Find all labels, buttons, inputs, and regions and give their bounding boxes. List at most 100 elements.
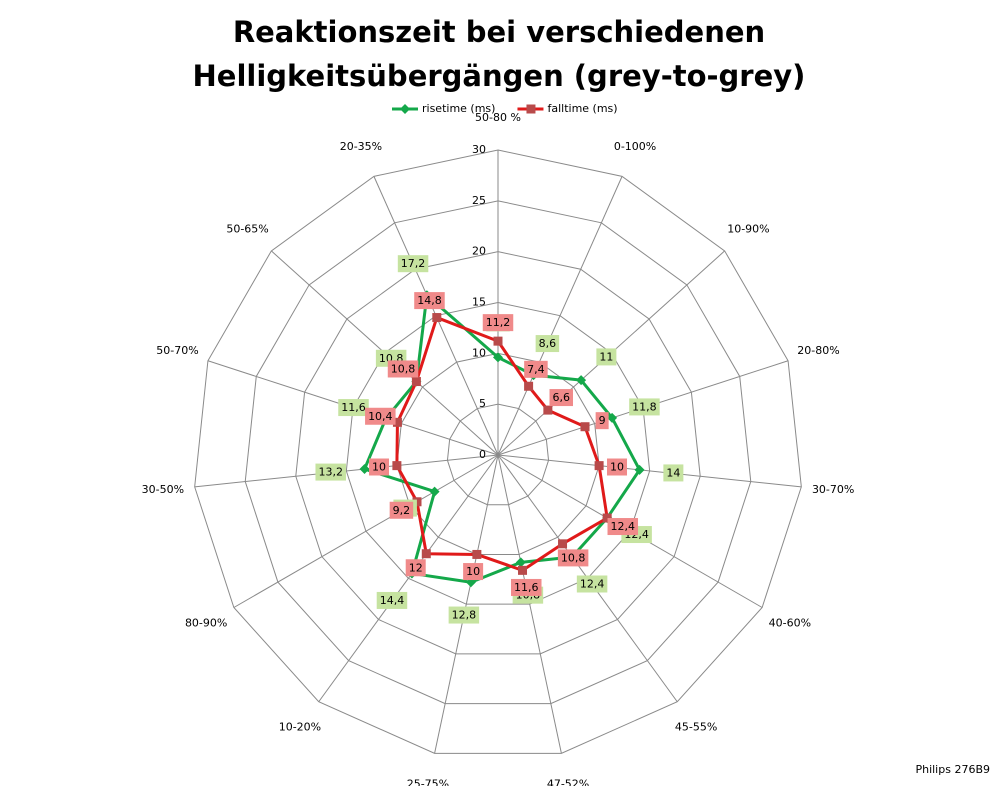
value-label: 10,8: [387, 360, 419, 378]
value-label-bg: [663, 464, 684, 482]
point: [594, 461, 604, 471]
category-label: 0-100%: [614, 140, 656, 153]
value-label: 11,2: [482, 314, 514, 332]
value-label-bg: [595, 412, 609, 430]
point: [359, 464, 370, 475]
point: [543, 405, 553, 415]
value-label: 9,2: [389, 501, 414, 519]
category-label: 40-60%: [769, 617, 811, 630]
value-label-text: 8,6: [539, 337, 557, 350]
value-label: 10: [607, 458, 628, 476]
value-label-text: 6,6: [552, 391, 570, 404]
value-label-bg: [607, 458, 628, 476]
point: [607, 412, 618, 423]
value-label-bg: [596, 348, 617, 366]
value-label: 12,4: [576, 575, 608, 593]
legend-marker: [526, 104, 536, 114]
value-label: 8,6: [535, 335, 560, 353]
value-label: 10: [463, 563, 484, 581]
value-label: 10,8: [557, 549, 589, 567]
value-label-text: 12,4: [580, 577, 605, 590]
value-label-bg: [405, 559, 426, 577]
value-label-text: 14,8: [417, 294, 442, 307]
point: [515, 557, 526, 568]
value-label-bg: [376, 591, 408, 609]
value-label: 14: [663, 464, 684, 482]
legend-marker: [400, 104, 410, 114]
r-tick-label: 20: [472, 245, 486, 258]
footer: Philips 276B9: [915, 763, 990, 776]
category-label: 50-80 %: [475, 111, 521, 124]
legend-label: risetime (ms): [422, 102, 495, 115]
value-label: 6,6: [549, 389, 573, 407]
value-label-bg: [368, 458, 389, 476]
value-label-bg: [338, 399, 369, 417]
value-label-text: 13,2: [318, 466, 343, 479]
value-label: 17,2: [397, 255, 429, 273]
r-tick-label: 15: [472, 296, 486, 309]
category-label: 25-75%: [407, 778, 449, 786]
grid-ring: [194, 149, 802, 754]
category-label: 30-50%: [142, 483, 184, 496]
spoke: [434, 454, 499, 754]
series-line: [395, 316, 609, 572]
value-label-text: 11,6: [514, 581, 539, 594]
category-label: 80-90%: [185, 617, 227, 630]
value-label: 11,6: [338, 399, 369, 417]
value-label-text: 9: [599, 414, 606, 427]
value-label-text: 7,4: [527, 363, 545, 376]
category-label: 20-80%: [797, 344, 839, 357]
point: [429, 486, 440, 497]
value-label: 7,4: [524, 360, 548, 378]
value-label-bg: [389, 501, 414, 519]
value-label-bg: [549, 389, 573, 407]
category-label: 30-70%: [812, 483, 854, 496]
value-label-text: 12: [409, 561, 423, 574]
value-label-text: 11: [599, 350, 613, 363]
value-label-bg: [387, 360, 419, 378]
value-label: 11,6: [511, 578, 542, 596]
point: [412, 497, 422, 507]
value-label: 12,8: [448, 606, 480, 624]
value-label-text: 11,8: [632, 400, 657, 413]
value-label-bg: [629, 398, 660, 416]
point: [493, 352, 503, 363]
value-label-bg: [315, 463, 346, 481]
value-label-text: 10,8: [391, 362, 416, 375]
grid-ring: [244, 200, 752, 705]
point: [472, 549, 482, 559]
value-label: 13,2: [315, 463, 346, 481]
value-label-bg: [448, 606, 480, 624]
value-label: 14,4: [376, 591, 408, 609]
point: [432, 313, 442, 323]
category-label: 45-55%: [675, 721, 717, 734]
point: [524, 381, 534, 391]
r-tick-label: 5: [479, 397, 486, 410]
value-label-bg: [463, 563, 484, 581]
value-label-text: 14,4: [380, 594, 405, 607]
value-label-bg: [576, 575, 608, 593]
grid-ring: [295, 251, 701, 655]
value-label-text: 10: [372, 461, 386, 474]
chart-title: Reaktionszeit bei verschiedenen Helligke…: [192, 15, 806, 93]
value-label-bg: [365, 407, 396, 425]
spoke: [233, 454, 499, 608]
value-label: 12: [405, 559, 426, 577]
spoke: [497, 454, 562, 754]
value-label-text: 10: [466, 565, 480, 578]
value-label-text: 12,8: [452, 609, 477, 622]
r-tick-label: 10: [472, 346, 486, 359]
value-label: 14,8: [414, 292, 445, 310]
point: [392, 461, 402, 471]
point: [411, 377, 421, 387]
point: [558, 539, 568, 549]
value-label-text: 12,4: [611, 520, 636, 533]
spoke: [497, 176, 623, 456]
point: [421, 549, 431, 559]
grid-ring: [396, 352, 600, 555]
point: [634, 464, 645, 475]
category-label: 10-20%: [279, 721, 321, 734]
grid-ring: [446, 403, 550, 506]
value-label-bg: [557, 549, 589, 567]
